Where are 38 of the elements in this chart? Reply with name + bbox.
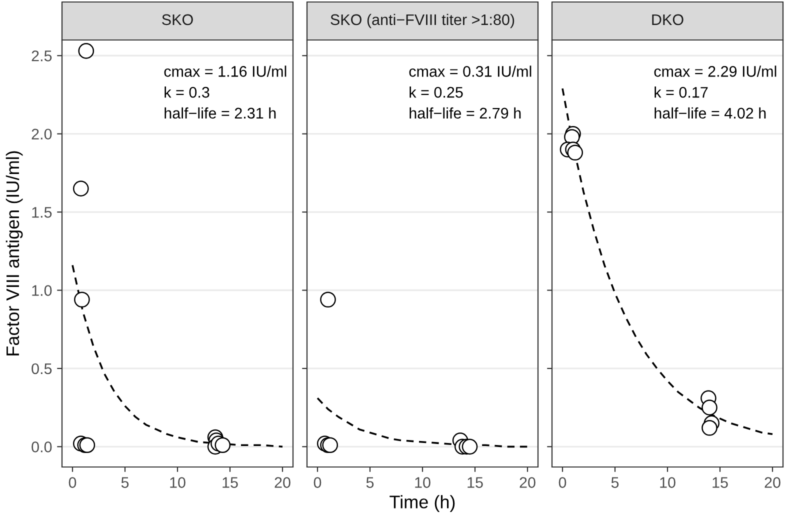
x-axis-title: Time (h)	[390, 495, 455, 512]
annotation: cmax = 0.31 IU/ml k = 0.25 half−life = 2.79 h	[409, 66, 532, 119]
x-tick-label: 10	[415, 477, 430, 488]
x-tick-label: 15	[468, 477, 483, 488]
y-tick-label: 0.0	[32, 442, 52, 452]
x-tick-label: 20	[274, 477, 290, 488]
chart-title: SKO (anti−FVIII titer >1:80)	[330, 14, 514, 28]
chart-title: DKO	[652, 14, 684, 26]
x-tick-label: 20	[520, 477, 536, 488]
annotation: cmax = 1.16 IU/ml k = 0.3 half−life = 2.31 h	[164, 66, 286, 119]
x-tick-label: 15	[222, 477, 238, 488]
x-tick-label: 20	[764, 477, 780, 488]
y-tick-label: 0.5	[32, 363, 52, 374]
x-tick-label: 0	[68, 477, 76, 488]
y-tick-label: 1.0	[32, 285, 52, 296]
x-tick-label: 0	[558, 477, 566, 488]
x-tick-label: 5	[611, 477, 619, 488]
x-tick-label: 5	[121, 477, 129, 488]
point	[78, 43, 94, 59]
y-tick-label: 1.5	[32, 207, 52, 218]
x-tick-label: 5	[366, 477, 374, 488]
x-tick-label: 15	[712, 477, 728, 488]
chart-title: SKO	[162, 14, 193, 26]
x-tick-label: 10	[660, 477, 676, 488]
y-axis-title: Factor VIII antigen (IU/ml)	[6, 151, 23, 356]
y-tick-label: 2.5	[32, 50, 52, 62]
point	[567, 144, 584, 161]
point	[214, 437, 231, 454]
point	[702, 420, 718, 436]
y-tick-label: 2.0	[32, 128, 52, 140]
point	[462, 438, 478, 455]
x-tick-label: 10	[170, 477, 186, 488]
point	[74, 292, 90, 308]
point	[72, 180, 89, 196]
annotation: cmax = 2.29 IU/ml k = 0.17 half−life = 4.02 h	[654, 66, 776, 119]
point	[702, 400, 718, 416]
x-tick-label: 0	[314, 477, 322, 488]
point	[320, 292, 336, 308]
